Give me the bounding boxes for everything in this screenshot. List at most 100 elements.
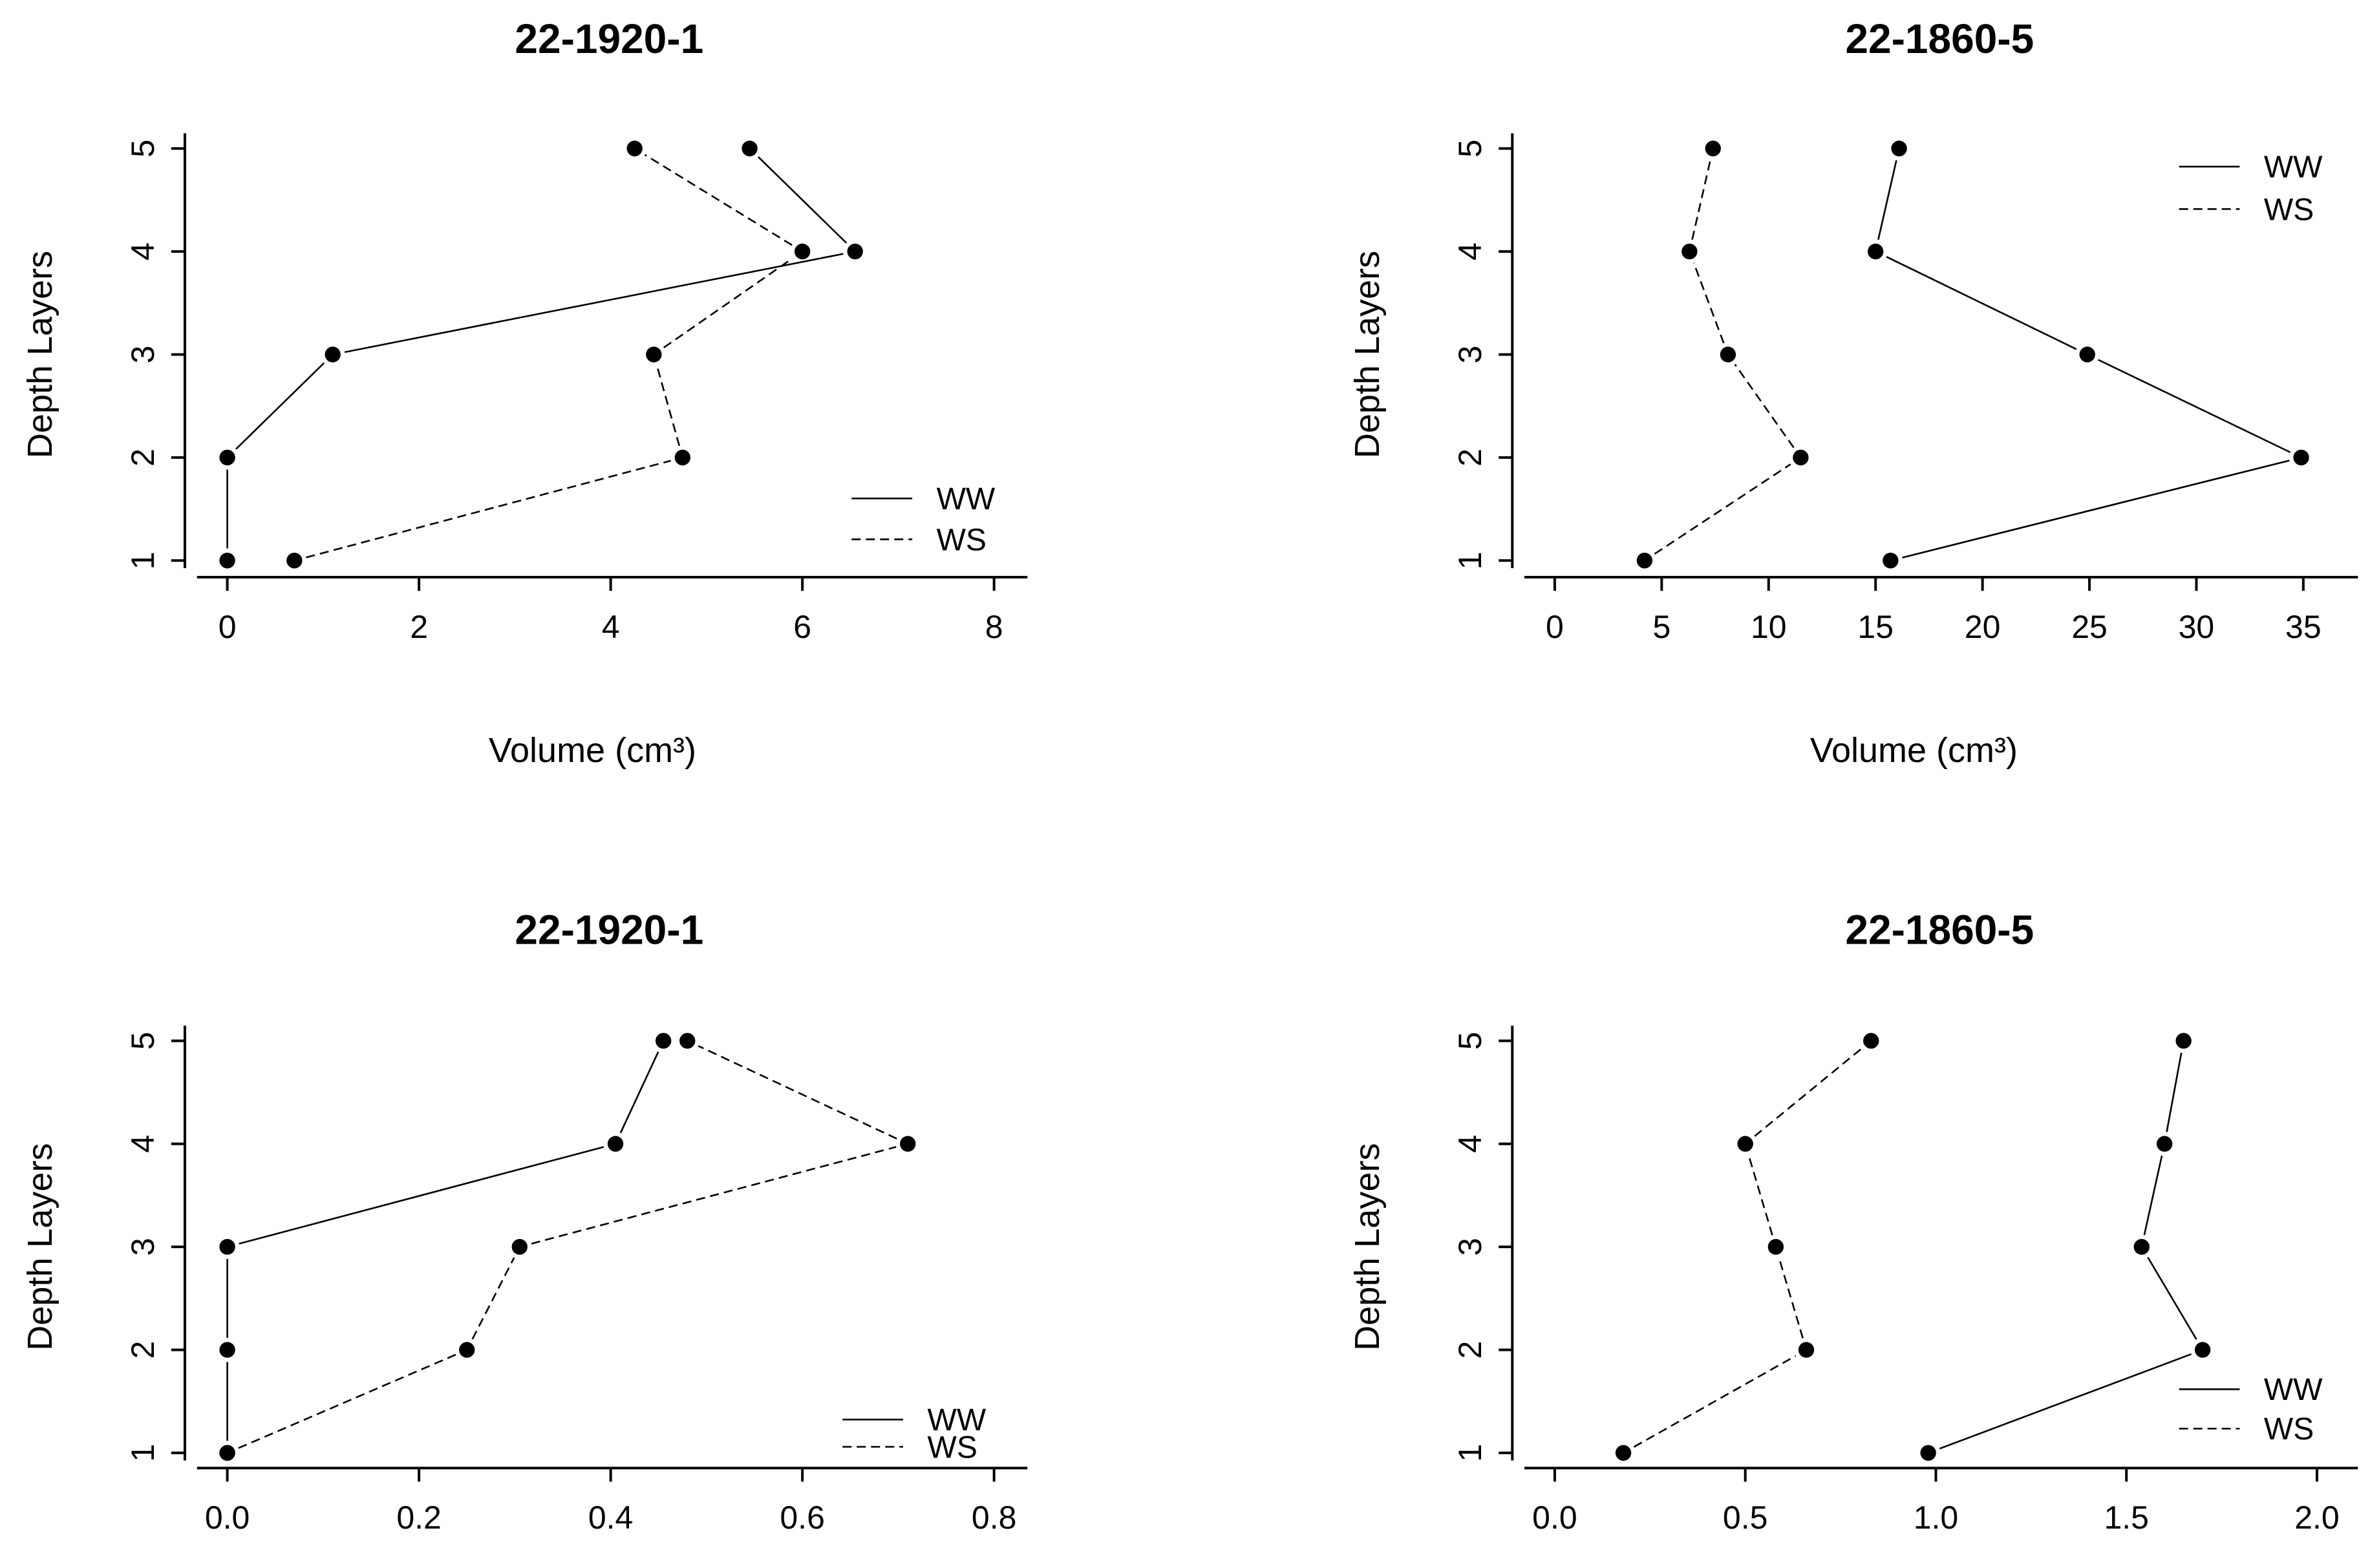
data-point-ws	[1681, 243, 1698, 260]
x-tick-label: 0	[1546, 609, 1564, 645]
x-tick-label: 2.0	[2294, 1499, 2340, 1536]
data-point-ww	[1868, 243, 1884, 260]
series-segment-ws	[1754, 1048, 1863, 1137]
series-segment-ws	[238, 1353, 456, 1449]
panel-3: 22-1920-1 0.0 0.2 0.4 0.6 0.8 1 2 3 4 5 Depth Layer…	[21, 906, 1028, 1536]
data-point-ww	[1920, 1445, 1936, 1461]
x-tick-label: 0.6	[780, 1499, 825, 1536]
chart-title: 22-1920-1	[515, 16, 703, 62]
data-point-ww	[219, 449, 235, 466]
y-tick-label: 3	[125, 1238, 161, 1256]
series-segment-ww	[2147, 1256, 2197, 1340]
series-segment-ws	[1778, 1258, 1804, 1339]
panel-2: 22-1860-5 0 5 10 15 20 25 30 35 1 2 3 4 5 Depth Layers…	[1348, 16, 2358, 770]
y-tick-label: 2	[125, 449, 161, 467]
x-tick-label: 0.5	[1723, 1499, 1768, 1536]
data-point-ws	[1793, 449, 1809, 466]
y-tick-label: 4	[125, 1135, 161, 1153]
data-point-ws	[679, 1033, 696, 1049]
data-point-ww	[2133, 1238, 2150, 1255]
data-point-ws	[1615, 1445, 1632, 1461]
data-point-ww	[742, 140, 758, 156]
y-tick-label: 2	[125, 1341, 161, 1359]
data-point-ww	[2175, 1033, 2192, 1049]
data-point-ww	[219, 553, 235, 569]
legend-label-ws: WS	[928, 1430, 977, 1465]
legend-label-ws: WS	[2264, 1412, 2314, 1446]
data-point-ww	[1883, 553, 1899, 569]
y-tick-label: 1	[125, 1444, 161, 1462]
data-point-ws	[1767, 1238, 1784, 1255]
data-point-ws	[511, 1238, 528, 1255]
x-tick-label: 0.8	[972, 1499, 1017, 1536]
y-tick-label: 5	[125, 1032, 161, 1050]
series-segment-ww	[235, 362, 325, 450]
series-segment-ww	[2143, 1155, 2163, 1236]
data-point-ws	[219, 1445, 235, 1461]
data-point-ws	[286, 553, 303, 569]
y-tick-label: 2	[1452, 1341, 1488, 1359]
panel-1: 22-1920-1 0 2 4 6 8 1 2 3 4 5 Depth Layers Volume (c…	[21, 16, 1028, 770]
data-point-ws	[1798, 1342, 1815, 1358]
series-segment-ww	[239, 1146, 604, 1245]
series-segment-ws	[644, 154, 793, 246]
data-point-ws	[1737, 1136, 1753, 1152]
data-point-ws	[1720, 346, 1736, 363]
x-tick-label: 0.0	[1532, 1499, 1577, 1536]
y-tick-label: 1	[1452, 551, 1488, 569]
series-segment-ws	[698, 1045, 897, 1139]
data-point-ww	[2156, 1136, 2173, 1152]
x-tick-label: 1.5	[2104, 1499, 2149, 1536]
y-tick-label: 4	[1452, 1135, 1488, 1153]
series-segment-ww	[619, 1051, 659, 1134]
data-point-ww	[219, 1238, 235, 1255]
data-point-ww	[2293, 449, 2309, 466]
legend-label-ws: WS	[2264, 193, 2314, 227]
data-point-ww	[325, 346, 341, 363]
x-tick-label: 0.2	[396, 1499, 442, 1536]
y-tick-label: 2	[1452, 449, 1488, 467]
x-tick-label: 30	[2179, 609, 2215, 645]
data-point-ws	[1863, 1033, 1879, 1049]
x-tick-label: 5	[1652, 609, 1671, 645]
x-axis-label: Volume (cm³)	[1810, 731, 2018, 770]
data-point-ws	[1705, 140, 1721, 156]
y-axis-label: Depth Layers	[1348, 1143, 1387, 1351]
data-point-ww	[1891, 140, 1907, 156]
y-tick-label: 5	[1452, 1032, 1488, 1050]
x-tick-label: 1.0	[1914, 1499, 1959, 1536]
series-segment-ws	[1734, 364, 1795, 449]
data-point-ww	[219, 1342, 235, 1358]
legend-label-ww: WW	[928, 1403, 987, 1437]
series-segment-ws	[1692, 262, 1725, 344]
y-axis-label: Depth Layers	[1348, 251, 1387, 458]
data-point-ws	[900, 1136, 916, 1152]
x-tick-label: 6	[793, 609, 811, 645]
legend-label-ww: WW	[2264, 151, 2323, 185]
data-point-ws	[626, 140, 643, 156]
legend-label-ws: WS	[937, 523, 987, 557]
x-tick-label: 0.4	[588, 1499, 634, 1536]
x-tick-label: 2	[410, 609, 428, 645]
y-axis-label: Depth Layers	[21, 1143, 59, 1351]
y-tick-label: 3	[125, 346, 161, 364]
data-point-ws	[674, 449, 691, 466]
data-point-ws	[646, 346, 662, 363]
x-tick-label: 25	[2071, 609, 2108, 645]
series-segment-ww	[758, 156, 848, 244]
data-point-ww	[2194, 1342, 2211, 1358]
x-tick-label: 0	[219, 609, 237, 645]
x-tick-label: 10	[1751, 609, 1787, 645]
x-tick-label: 20	[1965, 609, 2001, 645]
x-tick-label: 35	[2285, 609, 2322, 645]
series-segment-ww	[344, 253, 844, 354]
series-segment-ws	[471, 1257, 515, 1340]
series-segment-ws	[663, 257, 793, 348]
series-segment-ww	[1902, 460, 2290, 558]
chart-title: 22-1860-5	[1845, 16, 2034, 62]
x-tick-label: 15	[1857, 609, 1894, 645]
series-segment-ww	[1877, 160, 1897, 240]
chart-title: 22-1920-1	[515, 906, 703, 953]
series-segment-ws	[531, 1146, 897, 1245]
